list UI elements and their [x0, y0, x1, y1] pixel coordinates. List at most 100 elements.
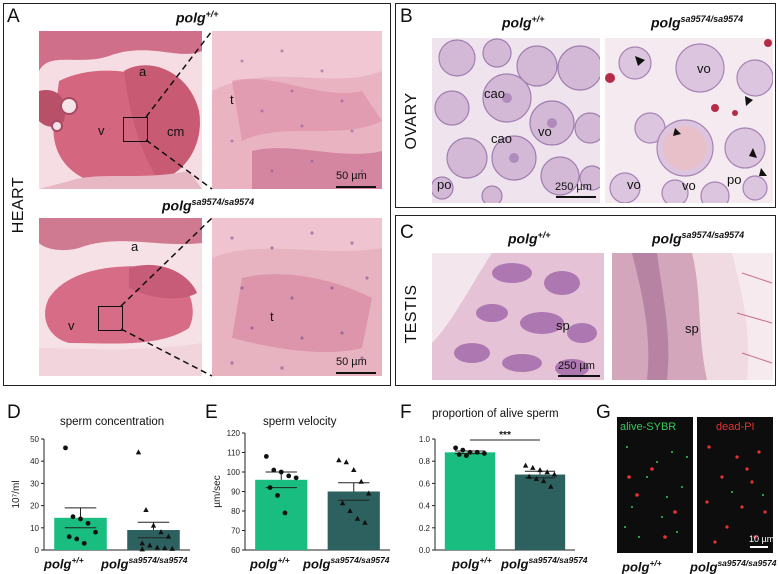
y-tick-label: 0.6 [419, 479, 431, 488]
heart-mut-label-v: v [68, 318, 75, 333]
sperm-dot [663, 535, 667, 539]
panel-label-e: E [205, 402, 218, 423]
ovary-mut-label-vo-1: vo [697, 61, 711, 76]
panel-b-right-genotype: polgsa9574/sa9574 [651, 14, 744, 31]
significance-label: *** [499, 430, 511, 441]
data-point [150, 522, 157, 528]
sperm-dead-label: dead-PI [716, 421, 755, 433]
ovary-wt-label-cao-1: cao [484, 86, 505, 101]
ovary-mut-label-vo-2: vo [627, 177, 641, 192]
data-point [66, 534, 72, 540]
data-point [286, 473, 292, 479]
y-tick-label: 70 [231, 527, 240, 536]
data-point [139, 540, 145, 546]
data-point [358, 478, 364, 484]
chart-d-title: sperm concentration [60, 416, 165, 428]
data-point [351, 467, 357, 473]
sperm-dot [735, 455, 739, 459]
sperm-dot [705, 500, 709, 504]
heart-mut-zoom-image [212, 218, 382, 376]
y-axis-label: µm/sec [212, 475, 223, 507]
data-point [533, 475, 540, 481]
heart-wt-zoom-box [123, 117, 148, 142]
data-point [162, 545, 168, 551]
data-point [147, 542, 153, 548]
data-point [158, 529, 164, 535]
y-tick-label: 1.0 [419, 435, 431, 444]
ovary-wt-label-vo: vo [538, 124, 552, 139]
data-point [456, 452, 462, 457]
chart-f-x-label-mut: polgsa9574/sa9574 [501, 555, 588, 572]
ovary-wt-label-po: po [437, 177, 452, 192]
panel-label-d: D [7, 402, 21, 423]
data-point [78, 516, 83, 522]
heart-wt-label-v: v [98, 123, 105, 138]
sperm-dot [635, 493, 639, 497]
testis-mut-image [612, 253, 773, 380]
ovary-mut-label-po: po [727, 172, 742, 187]
data-point [154, 544, 160, 550]
bar [255, 479, 308, 550]
data-point [169, 545, 175, 551]
scale-label-g: 10 µm [749, 534, 775, 544]
panel-label-b: B [400, 6, 413, 27]
sperm-dot [707, 445, 711, 449]
sperm-dot [740, 505, 744, 509]
testis-wt-label-sp: sp [556, 318, 570, 333]
scale-bar-g [750, 546, 768, 548]
data-point [275, 493, 280, 498]
data-point [336, 457, 342, 463]
heart-mut-label-t: t [270, 309, 274, 324]
testis-mut-label-sp: sp [685, 321, 699, 336]
data-point [530, 464, 536, 470]
ovary-wt-image [432, 38, 600, 203]
sperm-dot [676, 531, 678, 533]
sperm-alive-image [617, 417, 693, 553]
data-point [540, 478, 547, 484]
data-point [70, 514, 76, 520]
data-point [81, 540, 87, 546]
panel-b-left-genotype: polg+/+ [502, 14, 545, 31]
chart-e: 60 70 80 90 100 110 120 µm/sec [212, 430, 390, 555]
panel-c-left-genotype: polg+/+ [508, 230, 551, 247]
data-point [548, 483, 554, 489]
heart-mut-label-a: a [131, 239, 139, 254]
y-tick-label: 0.2 [419, 524, 431, 533]
data-point [343, 459, 349, 465]
heart-mut-overview-image [39, 218, 202, 376]
sperm-dot [762, 494, 764, 496]
panel-a-zoom-lines [120, 30, 213, 377]
panel-g-left-genotype: polg+/+ [622, 558, 662, 574]
bar [54, 517, 107, 550]
data-point [362, 519, 368, 525]
y-tick-label: 120 [227, 430, 241, 438]
data-point [85, 520, 91, 526]
sperm-dot [713, 540, 717, 544]
sperm-dot [673, 510, 677, 514]
sperm-dot [720, 475, 724, 479]
data-point [278, 469, 284, 475]
panel-label-c: C [400, 222, 414, 243]
data-point [135, 449, 142, 455]
sperm-dot [650, 467, 654, 471]
data-point [74, 536, 80, 542]
chart-f-title: proportion of alive sperm [432, 408, 559, 420]
panel-label-a: A [7, 6, 20, 27]
heart-mut-zoom-box [98, 306, 123, 331]
scale-bar-b [556, 196, 596, 198]
heart-wt-overview-image [39, 31, 202, 189]
sperm-dot [646, 476, 648, 478]
panel-c-right-genotype: polgsa9574/sa9574 [652, 230, 745, 247]
sperm-dot [626, 446, 628, 448]
chart-f-x-label-wt: polg+/+ [452, 555, 492, 572]
panel-a-bottom-genotype: polgsa9574/sa9574 [162, 197, 255, 214]
chart-d: 0 10 20 30 40 50 10⁷/ml [11, 435, 190, 555]
scale-label-b: 250 µm [555, 181, 592, 193]
data-point [365, 490, 372, 496]
ovary-wt-label-cao-2: cao [491, 131, 512, 146]
sperm-dot [731, 491, 733, 493]
y-tick-label: 60 [231, 546, 240, 555]
y-tick-label: 0.8 [419, 457, 431, 466]
sperm-dot [745, 467, 749, 471]
data-point [482, 451, 487, 456]
